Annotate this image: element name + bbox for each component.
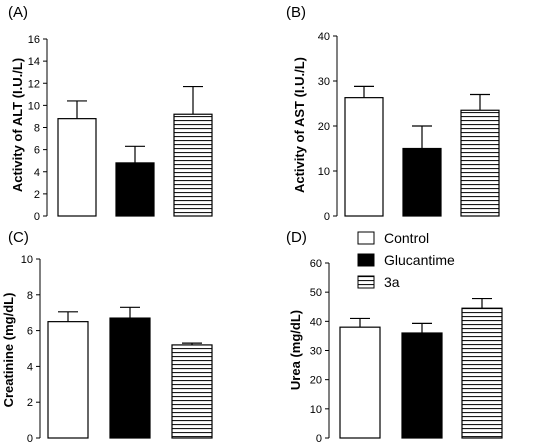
y-tick-label: 12: [28, 78, 40, 90]
y-tick-label: 20: [318, 121, 330, 133]
legend-label-control: Control: [384, 230, 429, 246]
legend: Control Glucantime 3a: [357, 230, 455, 290]
y-tick-label: 4: [27, 361, 33, 373]
panel-label: (B): [286, 4, 306, 21]
y-tick-label: 30: [310, 346, 322, 358]
legend-label-3a: 3a: [384, 274, 400, 290]
legend-swatch-control: [357, 231, 375, 245]
y-tick-label: 8: [34, 123, 40, 135]
y-tick-label: 60: [310, 258, 322, 270]
bar-glucantime: [115, 162, 155, 217]
y-tick-label: 8: [27, 290, 33, 302]
bar-glucantime: [402, 147, 442, 217]
y-tick-label: 10: [310, 404, 322, 416]
bar-3a: [173, 113, 213, 217]
y-tick-label: 2: [27, 397, 33, 409]
y-tick-label: 0: [324, 211, 330, 223]
panel-label: (C): [8, 229, 29, 246]
panel-c: (C) Creatinine (mg/dL) 0 2 4 6 8 10: [1, 229, 213, 445]
panel-a: (A) Activity of ALT (I.U./L) 0 2 4 6 8 10 12 14…: [8, 4, 213, 223]
y-axis-label: Activity of ALT (I.U./L): [10, 58, 25, 192]
bar-3a: [461, 307, 503, 439]
panel-b: (B) Activity of AST (I.U./L) 0 10 20 30 40: [286, 4, 500, 223]
bar-glucantime: [401, 332, 443, 439]
y-axis-label: Creatinine (mg/dL): [1, 293, 16, 408]
y-tick-label: 4: [34, 167, 40, 179]
y-tick-label: 6: [27, 326, 33, 338]
y-tick-label: 16: [28, 34, 40, 46]
panel-d: (D) Urea (mg/dL) 0 10 20 30 40 50 60: [286, 229, 503, 445]
panel-label: (A): [8, 4, 28, 21]
y-tick-label: 6: [34, 145, 40, 157]
legend-swatch-3a: [357, 275, 375, 289]
bar-control: [339, 326, 381, 439]
y-tick-label: 50: [310, 287, 322, 299]
bar-control: [344, 97, 384, 217]
y-tick-label: 0: [34, 211, 40, 223]
y-tick-label: 14: [28, 56, 40, 68]
y-tick-label: 2: [34, 189, 40, 201]
legend-label-glucantime: Glucantime: [384, 252, 455, 268]
y-tick-label: 10: [28, 100, 40, 112]
y-tick-label: 20: [310, 375, 322, 387]
y-axis-label: Urea (mg/dL): [288, 310, 303, 390]
y-tick-label: 0: [316, 433, 322, 443]
y-tick-label: 40: [318, 31, 330, 43]
y-tick-label: 40: [310, 316, 322, 328]
y-tick-label: 30: [318, 76, 330, 88]
legend-swatch-glucantime: [357, 253, 375, 267]
y-tick-label: 0: [27, 433, 33, 443]
bar-glucantime: [109, 317, 151, 439]
panel-label: (D): [286, 229, 307, 246]
y-axis-label: Activity of AST (I.U./L): [292, 57, 307, 193]
bar-control: [47, 321, 89, 439]
bar-control: [57, 118, 97, 217]
bar-3a: [460, 109, 500, 217]
y-tick-label: 10: [318, 166, 330, 178]
bar-3a: [171, 344, 213, 439]
y-tick-label: 10: [21, 254, 33, 266]
